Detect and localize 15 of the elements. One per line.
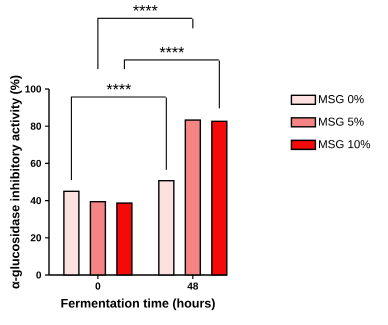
y-tick-label: 60: [30, 160, 42, 167]
text: ****: [133, 5, 158, 11]
x-axis-title: Fermentation time (hours): [61, 298, 215, 310]
y-tick-label: 100: [25, 85, 42, 93]
y-tick-label: 40: [30, 197, 42, 204]
annotation: ****: [106, 84, 132, 90]
y-tick-label: 0: [36, 271, 42, 279]
legend-label: MSG 10%: [319, 140, 370, 148]
y-tick-label: 80: [30, 122, 42, 130]
legend-label: MSG 5%: [319, 118, 364, 126]
text: ****: [160, 46, 184, 52]
x-tick-label: 48: [187, 282, 198, 290]
legend-label: MSG 0%: [319, 95, 364, 104]
y-axis-title: α-glucosidase inhibitory activity (%): [10, 76, 22, 288]
y-tick-label: 20: [30, 234, 42, 242]
